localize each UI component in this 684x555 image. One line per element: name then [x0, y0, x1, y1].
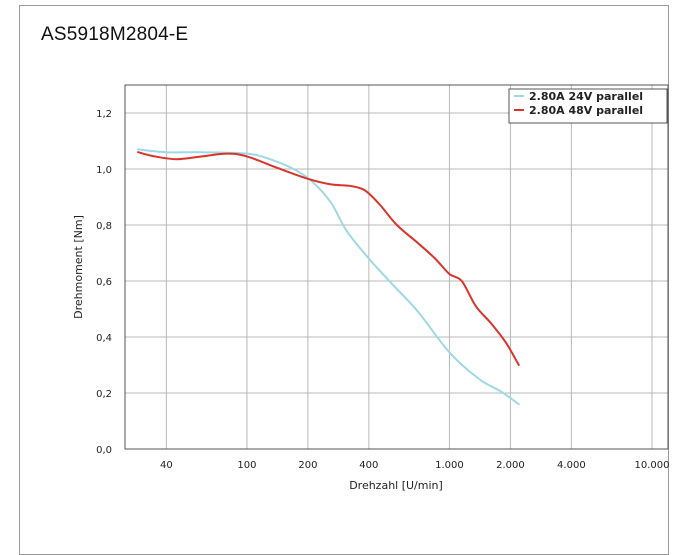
y-axis-label: Drehmoment [Nm] — [72, 215, 85, 319]
legend-entry-label: 2.80A 48V parallel — [529, 104, 643, 117]
x-tick-label: 4.000 — [557, 460, 586, 471]
y-tick-label: 0,0 — [96, 445, 112, 456]
series-lines — [137, 148, 520, 406]
x-tick-label: 10.000 — [634, 460, 669, 471]
y-tick-label: 0,2 — [96, 389, 112, 400]
x-tick-label: 200 — [298, 460, 317, 471]
series-line-2 — [137, 151, 520, 366]
y-tick-label: 1,2 — [96, 109, 112, 120]
y-tick-label: 0,8 — [96, 221, 112, 232]
y-tick-labels: 0,0 0,2 0,4 0,6 0,8 1,0 1,2 — [96, 109, 112, 456]
x-tick-labels: 40 100 200 400 1.000 2.000 4.000 10.000 — [160, 460, 669, 471]
x-axis-label: Drehzahl [U/min] — [349, 479, 443, 492]
legend-box — [508, 88, 668, 124]
x-tick-label: 2.000 — [496, 460, 525, 471]
y-tick-label: 1,0 — [96, 165, 112, 176]
legend-entry-label: 2.80A 24V parallel — [529, 90, 643, 103]
x-tick-label: 1.000 — [435, 460, 464, 471]
plot-area — [124, 84, 669, 450]
grid — [125, 85, 668, 450]
chart-title: AS5918M2804-E — [41, 24, 189, 45]
y-tick-label: 0,6 — [96, 277, 112, 288]
y-tick-label: 0,4 — [96, 333, 112, 344]
x-tick-label: 400 — [359, 460, 378, 471]
x-tick-label: 40 — [160, 460, 173, 471]
x-tick-label: 100 — [237, 460, 256, 471]
series-line-1 — [137, 148, 520, 406]
